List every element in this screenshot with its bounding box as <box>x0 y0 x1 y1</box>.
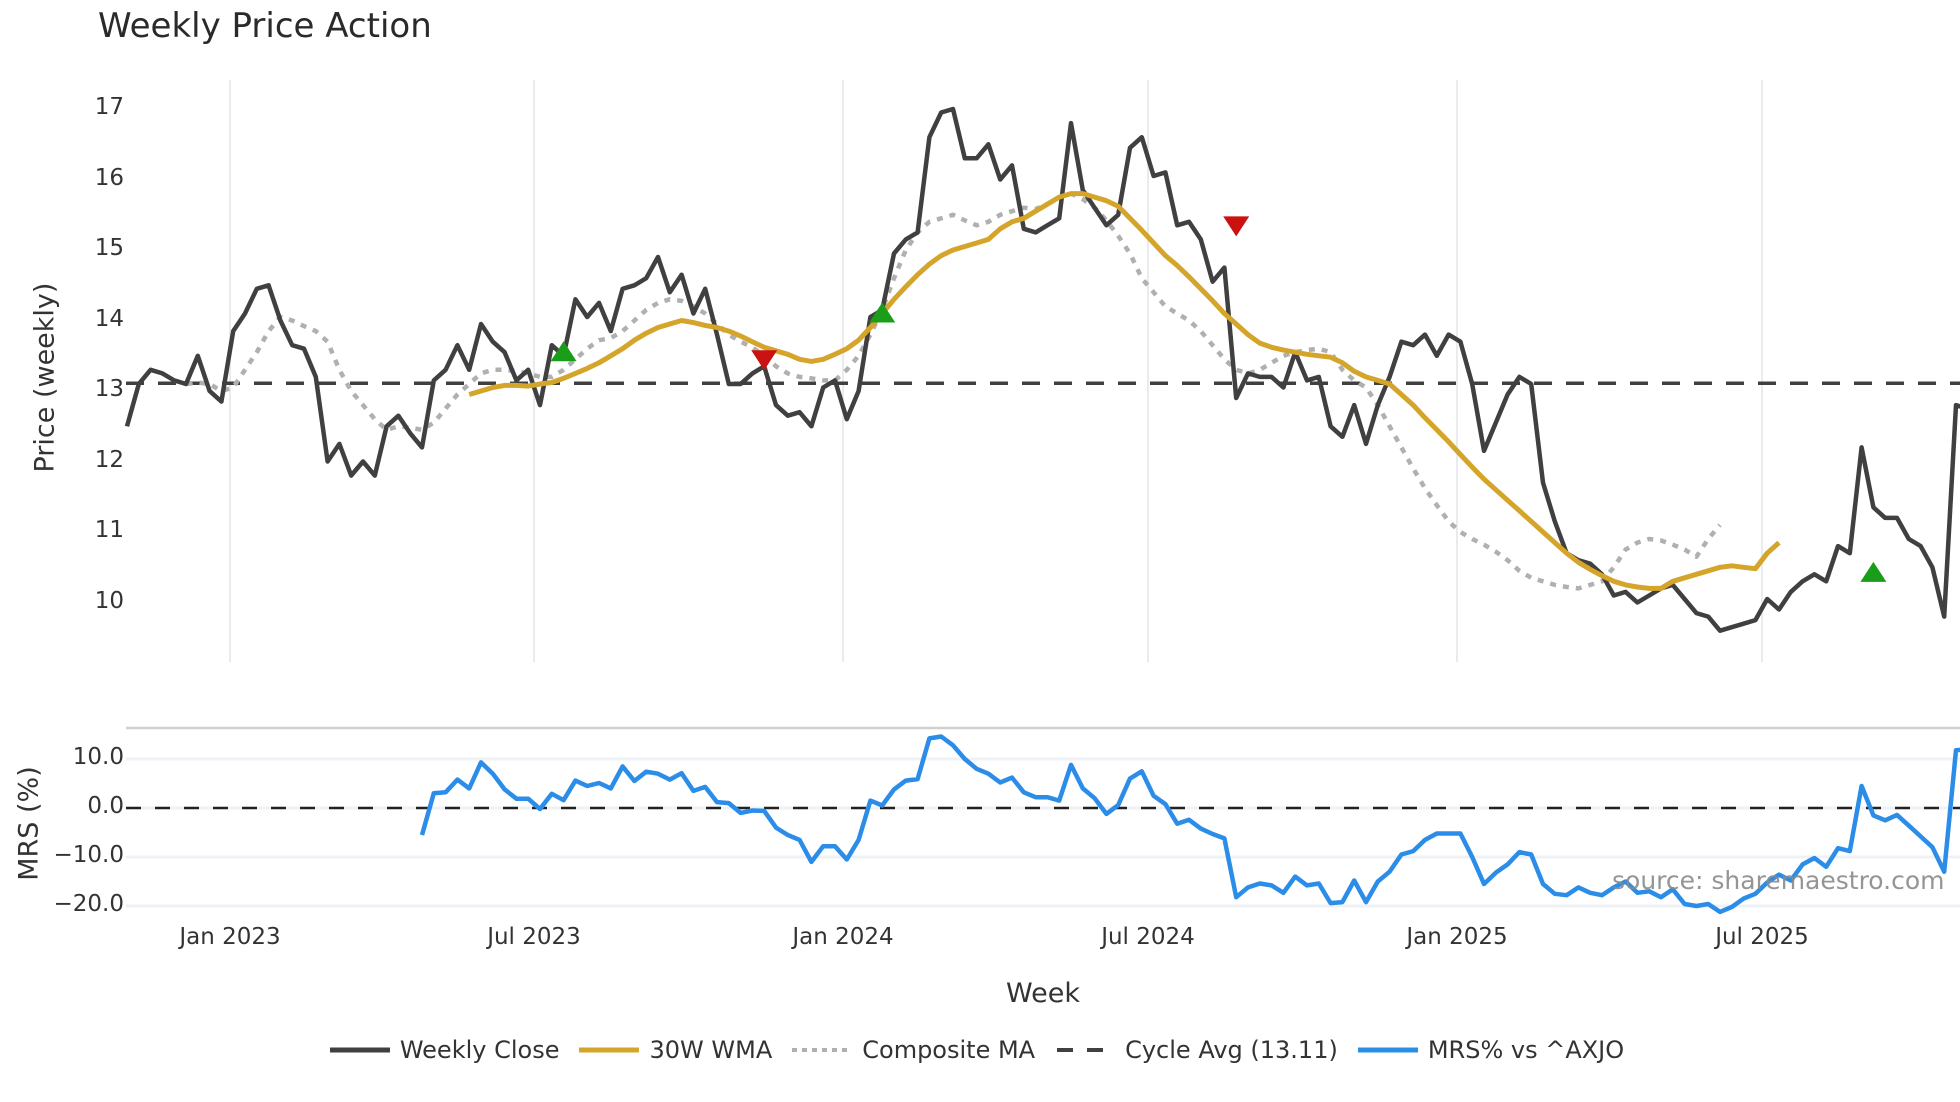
price-tick-label: 15 <box>94 235 124 261</box>
x-tick-label: Jan 2025 <box>1406 924 1508 950</box>
legend-item-composite-ma[interactable]: Composite MA <box>792 1036 1035 1064</box>
source-watermark: source: sharemaestro.com <box>1612 866 1945 895</box>
price-tick-label: 14 <box>94 305 124 332</box>
mrs-tick-label: 10.0 <box>72 744 124 770</box>
legend-label: Weekly Close <box>399 1036 560 1064</box>
price-tick-label: 10 <box>94 587 124 614</box>
solid-line-icon <box>329 1047 390 1053</box>
mrs-tick-label: −10.0 <box>53 842 124 868</box>
price-tick-label: 17 <box>94 94 124 120</box>
x-tick-label: Jul 2023 <box>487 924 581 950</box>
sell-signal-marker <box>1223 216 1250 237</box>
mrs-axis-label: MRS (%) <box>13 766 45 881</box>
price-tick-label: 16 <box>94 164 124 191</box>
mrs-line <box>419 734 1960 915</box>
x-tick-label: Jan 2024 <box>792 924 894 950</box>
solid-line-icon <box>579 1047 640 1053</box>
legend-item-wma30[interactable]: 30W WMA <box>579 1036 772 1064</box>
sell-signal-marker <box>751 350 778 371</box>
x-tick-label: Jan 2023 <box>179 924 281 950</box>
legend-item-weekly-close[interactable]: Weekly Close <box>329 1036 560 1064</box>
mrs-tick-label: −20.0 <box>53 891 124 917</box>
legend-item-mrs[interactable]: MRS% vs ^AXJO <box>1357 1036 1625 1064</box>
chart-title: Weekly Price Action <box>98 6 432 46</box>
buy-signal-marker <box>1860 561 1887 582</box>
x-tick-label: Jul 2025 <box>1715 924 1809 950</box>
legend: Weekly Close 30W WMA Composite MA Cycle … <box>0 1036 1960 1064</box>
mrs-tick-label: 0.0 <box>87 793 124 819</box>
buy-signal-marker <box>869 302 896 323</box>
legend-label: 30W WMA <box>649 1036 773 1064</box>
solid-line-icon <box>1357 1047 1418 1053</box>
wma30-line <box>468 191 1781 591</box>
composite-ma-line <box>173 191 1722 591</box>
dashed-line-icon <box>1057 1048 1116 1052</box>
price-tick-label: 13 <box>94 376 124 402</box>
x-axis-label: Week <box>1006 978 1080 1009</box>
dotted-line-icon <box>792 1048 853 1052</box>
buy-signal-marker <box>550 341 577 362</box>
price-axis-label: Price (weekly) <box>29 282 61 473</box>
x-tick-label: Jul 2024 <box>1101 924 1195 950</box>
legend-label: MRS% vs ^AXJO <box>1427 1036 1625 1064</box>
legend-label: Composite MA <box>862 1036 1036 1064</box>
legend-item-cycle-avg[interactable]: Cycle Avg (13.11) <box>1055 1036 1338 1064</box>
legend-label: Cycle Avg (13.11) <box>1125 1036 1338 1064</box>
price-tick-label: 12 <box>94 446 124 473</box>
price-tick-label: 11 <box>94 517 124 543</box>
